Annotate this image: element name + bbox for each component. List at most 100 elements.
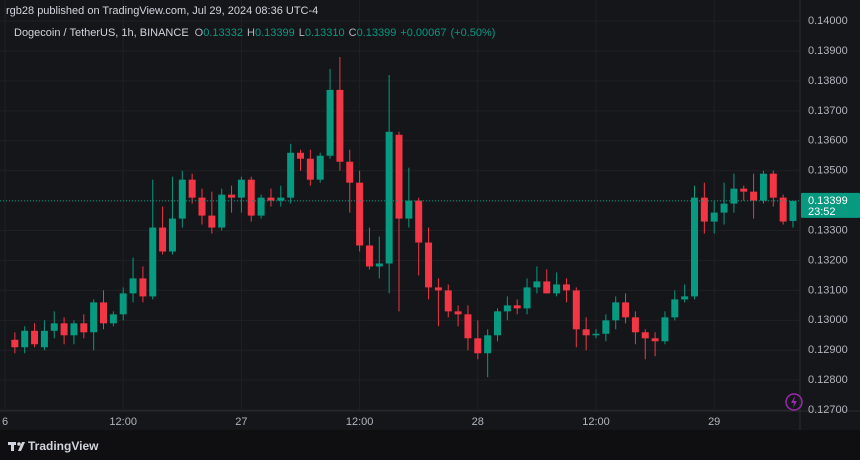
candle-body [750,191,758,201]
y-tick-label: 0.13300 [808,224,848,236]
ohlc-key: L [299,27,305,39]
candle-body [100,302,107,324]
y-tick-label: 0.13800 [808,75,848,87]
candle-body [474,338,482,354]
candle-body [168,218,176,252]
candle-body [80,323,88,333]
candle-body [356,182,364,246]
candle-body [464,314,472,339]
y-tick-label: 0.12900 [808,344,848,356]
candle-body [267,197,275,201]
candle-body [592,333,600,336]
candle-body [769,173,777,198]
candle-body [395,134,403,219]
candle-body [228,194,236,198]
candle-body [425,242,433,288]
candle-body [306,158,314,180]
plot-area [0,56,800,378]
candle-body [691,197,698,297]
candle-body [759,173,767,201]
attribution: rgb28 published on TradingView.com, Jul … [6,5,318,17]
candle-body [484,335,492,354]
candle-body [444,290,452,312]
candle-body [661,317,669,342]
candle-body [562,284,570,291]
candle-body [612,302,620,321]
brand-logo: TradingView [8,439,99,453]
candle-body [247,179,255,216]
y-tick-label: 0.13200 [808,254,848,266]
candle-body [710,212,718,222]
candle-body [129,278,137,294]
x-tick-label: 27 [235,416,247,428]
icon-ring [785,393,803,411]
candle-body [622,302,630,318]
candle-body [60,323,68,336]
candle-body [365,245,373,267]
candle-body [178,179,186,219]
candle-body [188,179,196,198]
ohlc-value: 0.13332 [203,27,243,39]
logo-mark [11,442,14,451]
y-tick-label: 0.12700 [808,404,848,416]
x-tick-label: 12:00 [582,416,610,428]
candle-body [700,197,708,222]
candle-body [119,293,127,315]
candle-body [513,305,521,309]
candle-body [454,311,462,315]
candle-body [415,200,423,243]
candle-body [277,197,285,201]
y-tick-label: 0.13100 [808,284,848,296]
candle-body [651,338,659,342]
candle-body [149,227,157,297]
candle-body [582,329,590,336]
candle-body [159,227,167,252]
price-tag [801,192,860,218]
candle-body [533,281,541,288]
icon-bolt [791,396,797,408]
price-tag-value: 0.13399 [808,195,848,207]
chart-title: Dogecoin / TetherUS, 1h, BINANCE [14,27,189,39]
y-tick-label: 0.13700 [808,105,848,117]
candle-body [287,152,295,198]
candle-body [31,330,39,345]
x-tick-label: 6 [2,416,8,428]
y-tick-label: 0.13000 [808,314,848,326]
candle-body [326,89,334,156]
candle-body [641,332,649,339]
candle-body [434,287,442,291]
logo-mark [18,442,25,451]
legend-text: Dogecoin / TetherUS, 1h, BINANCE O0.13332… [14,27,495,39]
candle-body [671,299,679,318]
brand: TradingView [28,439,99,453]
ohlc-value: 0.13399 [255,27,295,39]
y-tick-label: 0.13500 [808,165,848,177]
candle-body [779,197,787,222]
candle-body [543,281,551,294]
x-tick-label: 28 [472,416,484,428]
candle-body [218,194,226,228]
y-tick-label: 0.13600 [808,135,848,147]
x-tick-label: 12:00 [109,416,137,428]
candle-body [553,284,561,294]
candle-body [405,200,413,219]
candle-body [90,302,98,333]
candle-body [11,339,19,348]
candle-body [70,323,78,336]
ohlc-key: C [349,27,357,39]
x-tick-label: 12:00 [346,416,374,428]
candle-body [21,330,29,348]
candle-body [375,263,383,267]
legend: Dogecoin / TetherUS, 1h, BINANCE O0.13332… [14,27,495,39]
ohlc-value: 0.13310 [305,27,345,39]
replay-icon [785,393,803,411]
candle-body [336,89,344,162]
axes: 0.12700 0.12800 0.12900 0.13000 0.13100 0.132… [2,15,860,428]
y-tick-label: 0.14000 [808,15,848,27]
candle-body [523,287,531,309]
candle-body [257,197,265,216]
candle-body [503,305,511,312]
change-pct: (+0.50%) [451,27,496,39]
